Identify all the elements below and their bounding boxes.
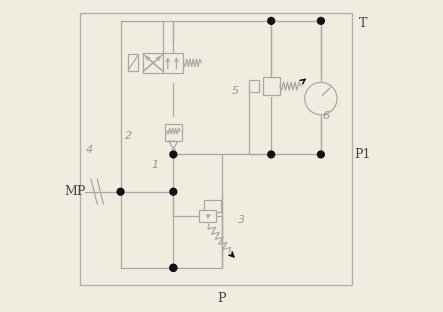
Circle shape	[318, 151, 324, 158]
Bar	[163, 53, 183, 73]
Bar	[165, 124, 182, 141]
Text: 4: 4	[86, 145, 93, 155]
Circle shape	[170, 151, 177, 158]
Bar	[143, 53, 163, 73]
Bar	[249, 80, 259, 92]
Circle shape	[305, 82, 337, 115]
Text: P1: P1	[354, 148, 371, 161]
Bar	[199, 210, 216, 222]
Text: T: T	[359, 17, 367, 31]
Text: 2: 2	[125, 131, 132, 141]
Text: 6: 6	[322, 111, 329, 121]
Circle shape	[170, 188, 177, 195]
Text: 1: 1	[151, 160, 158, 170]
Circle shape	[170, 264, 177, 271]
Bar	[128, 54, 138, 71]
Bar	[80, 13, 352, 285]
Text: 5: 5	[232, 86, 239, 96]
Bar	[204, 200, 221, 212]
Circle shape	[268, 151, 275, 158]
Circle shape	[170, 264, 177, 271]
Text: MP: MP	[65, 185, 86, 198]
Circle shape	[318, 17, 324, 24]
Bar	[263, 77, 280, 95]
Circle shape	[268, 17, 275, 24]
Text: 3: 3	[238, 215, 245, 225]
Circle shape	[117, 188, 124, 195]
Text: P: P	[217, 292, 226, 305]
